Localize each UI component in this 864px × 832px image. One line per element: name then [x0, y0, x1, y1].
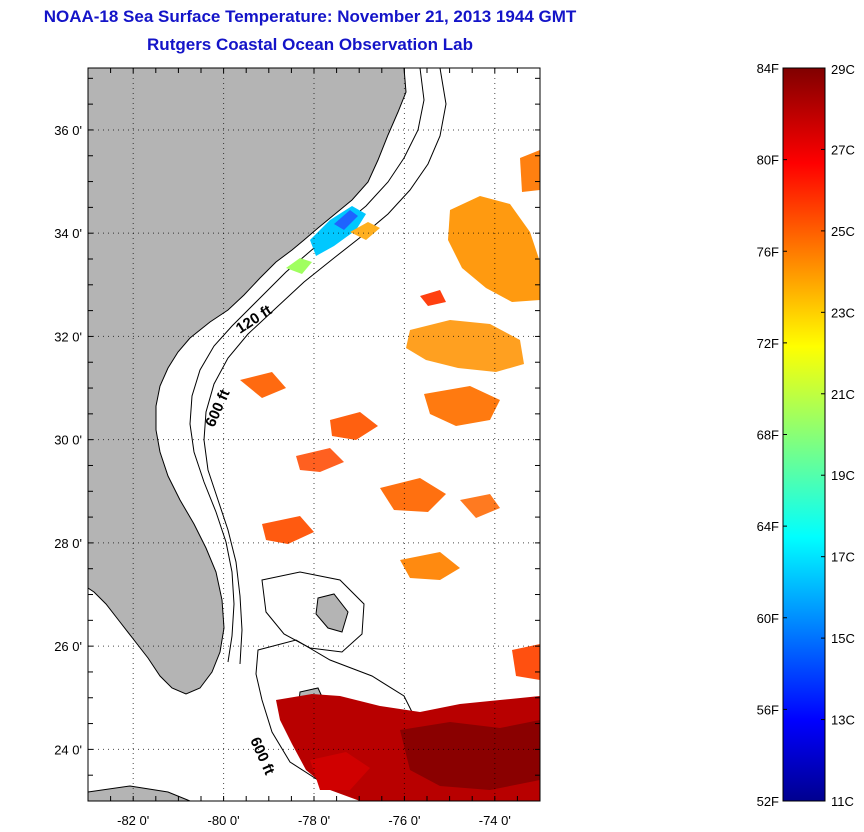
lat-tick-label: 26 0'	[54, 639, 82, 654]
colorbar-f-label: 60F	[757, 611, 779, 626]
contour-600ft	[203, 68, 447, 665]
lat-tick-label: 36 0'	[54, 123, 82, 138]
bahamas-island	[88, 785, 191, 801]
colorbar-c-label: 11C	[831, 794, 854, 809]
colorbar-c-label: 23C	[831, 305, 855, 320]
colorbar-c-label: 25C	[831, 224, 855, 239]
colorbar-f-label: 76F	[757, 244, 779, 259]
lon-tick-label: -82 0'	[117, 813, 149, 828]
colorbar-c-label: 15C	[831, 631, 855, 646]
lat-tick-label: 28 0'	[54, 536, 82, 551]
colorbar-celsius-ticks: 11C 13C 15C 17C 19C 21C 23C 25C 27C 29C	[821, 62, 855, 809]
sst-warm-patch	[512, 644, 540, 680]
sst-warm-patch	[240, 372, 286, 398]
longitude-axis: -82 0' -80 0' -78 0' -76 0' -74 0'	[117, 813, 511, 828]
colorbar-c-label: 29C	[831, 62, 855, 77]
lon-tick-label: -76 0'	[388, 813, 420, 828]
sst-warm-patch	[400, 552, 460, 580]
colorbar-f-label: 56F	[757, 702, 779, 717]
sst-warm-patch	[424, 386, 500, 426]
graticule	[87, 68, 541, 802]
latitude-axis: 24 0' 26 0' 28 0' 30 0' 32 0' 34 0' 36 0'	[54, 123, 82, 757]
plot-frame	[87, 67, 541, 802]
sst-warm-patch	[296, 448, 344, 472]
bahamas-bank-contour	[261, 571, 365, 653]
colorbar-f-label: 64F	[757, 519, 779, 534]
contour-120ft	[189, 68, 425, 663]
sst-hot-area	[400, 720, 540, 790]
colorbar-c-label: 19C	[831, 468, 855, 483]
sst-warm-patch	[448, 196, 540, 302]
sst-warm-patch	[380, 478, 446, 512]
sst-cool-patch	[334, 210, 358, 230]
colorbar-f-label: 80F	[757, 153, 779, 168]
lat-tick-label: 24 0'	[54, 742, 82, 757]
colorbar-c-label: 27C	[831, 142, 855, 157]
map-subtitle: Rutgers Coastal Ocean Observation Lab	[147, 35, 473, 54]
colorbar-c-label: 21C	[831, 387, 855, 402]
colorbar-c-label: 13C	[831, 713, 855, 728]
colorbar-f-label: 52F	[757, 794, 779, 809]
sst-warm-patch	[420, 290, 446, 306]
lon-tick-label: -80 0'	[208, 813, 240, 828]
sst-cool-patch	[350, 222, 380, 240]
sst-warm-patch	[330, 412, 378, 440]
colorbar-f-label: 68F	[757, 428, 779, 443]
map-title: NOAA-18 Sea Surface Temperature: Novembe…	[43, 7, 577, 26]
lon-tick-label: -74 0'	[479, 813, 511, 828]
lat-tick-label: 34 0'	[54, 226, 82, 241]
lat-tick-label: 30 0'	[54, 433, 82, 448]
colorbar-f-label: 84F	[757, 61, 779, 76]
sst-hot-area	[310, 752, 370, 790]
sst-warm-patch	[460, 494, 500, 518]
colorbar-c-label: 17C	[831, 550, 855, 565]
colorbar	[782, 67, 826, 802]
colorbar-f-label: 72F	[757, 336, 779, 351]
sst-cool-patch	[286, 258, 312, 274]
lat-tick-label: 32 0'	[54, 329, 82, 344]
bahamas-island	[315, 593, 349, 633]
lon-tick-label: -78 0'	[298, 813, 330, 828]
land-mass	[88, 68, 407, 695]
colorbar-fahrenheit-ticks: 52F 56F 60F 64F 68F 72F 76F 80F 84F	[757, 61, 787, 809]
sst-warm-patch	[262, 516, 314, 544]
